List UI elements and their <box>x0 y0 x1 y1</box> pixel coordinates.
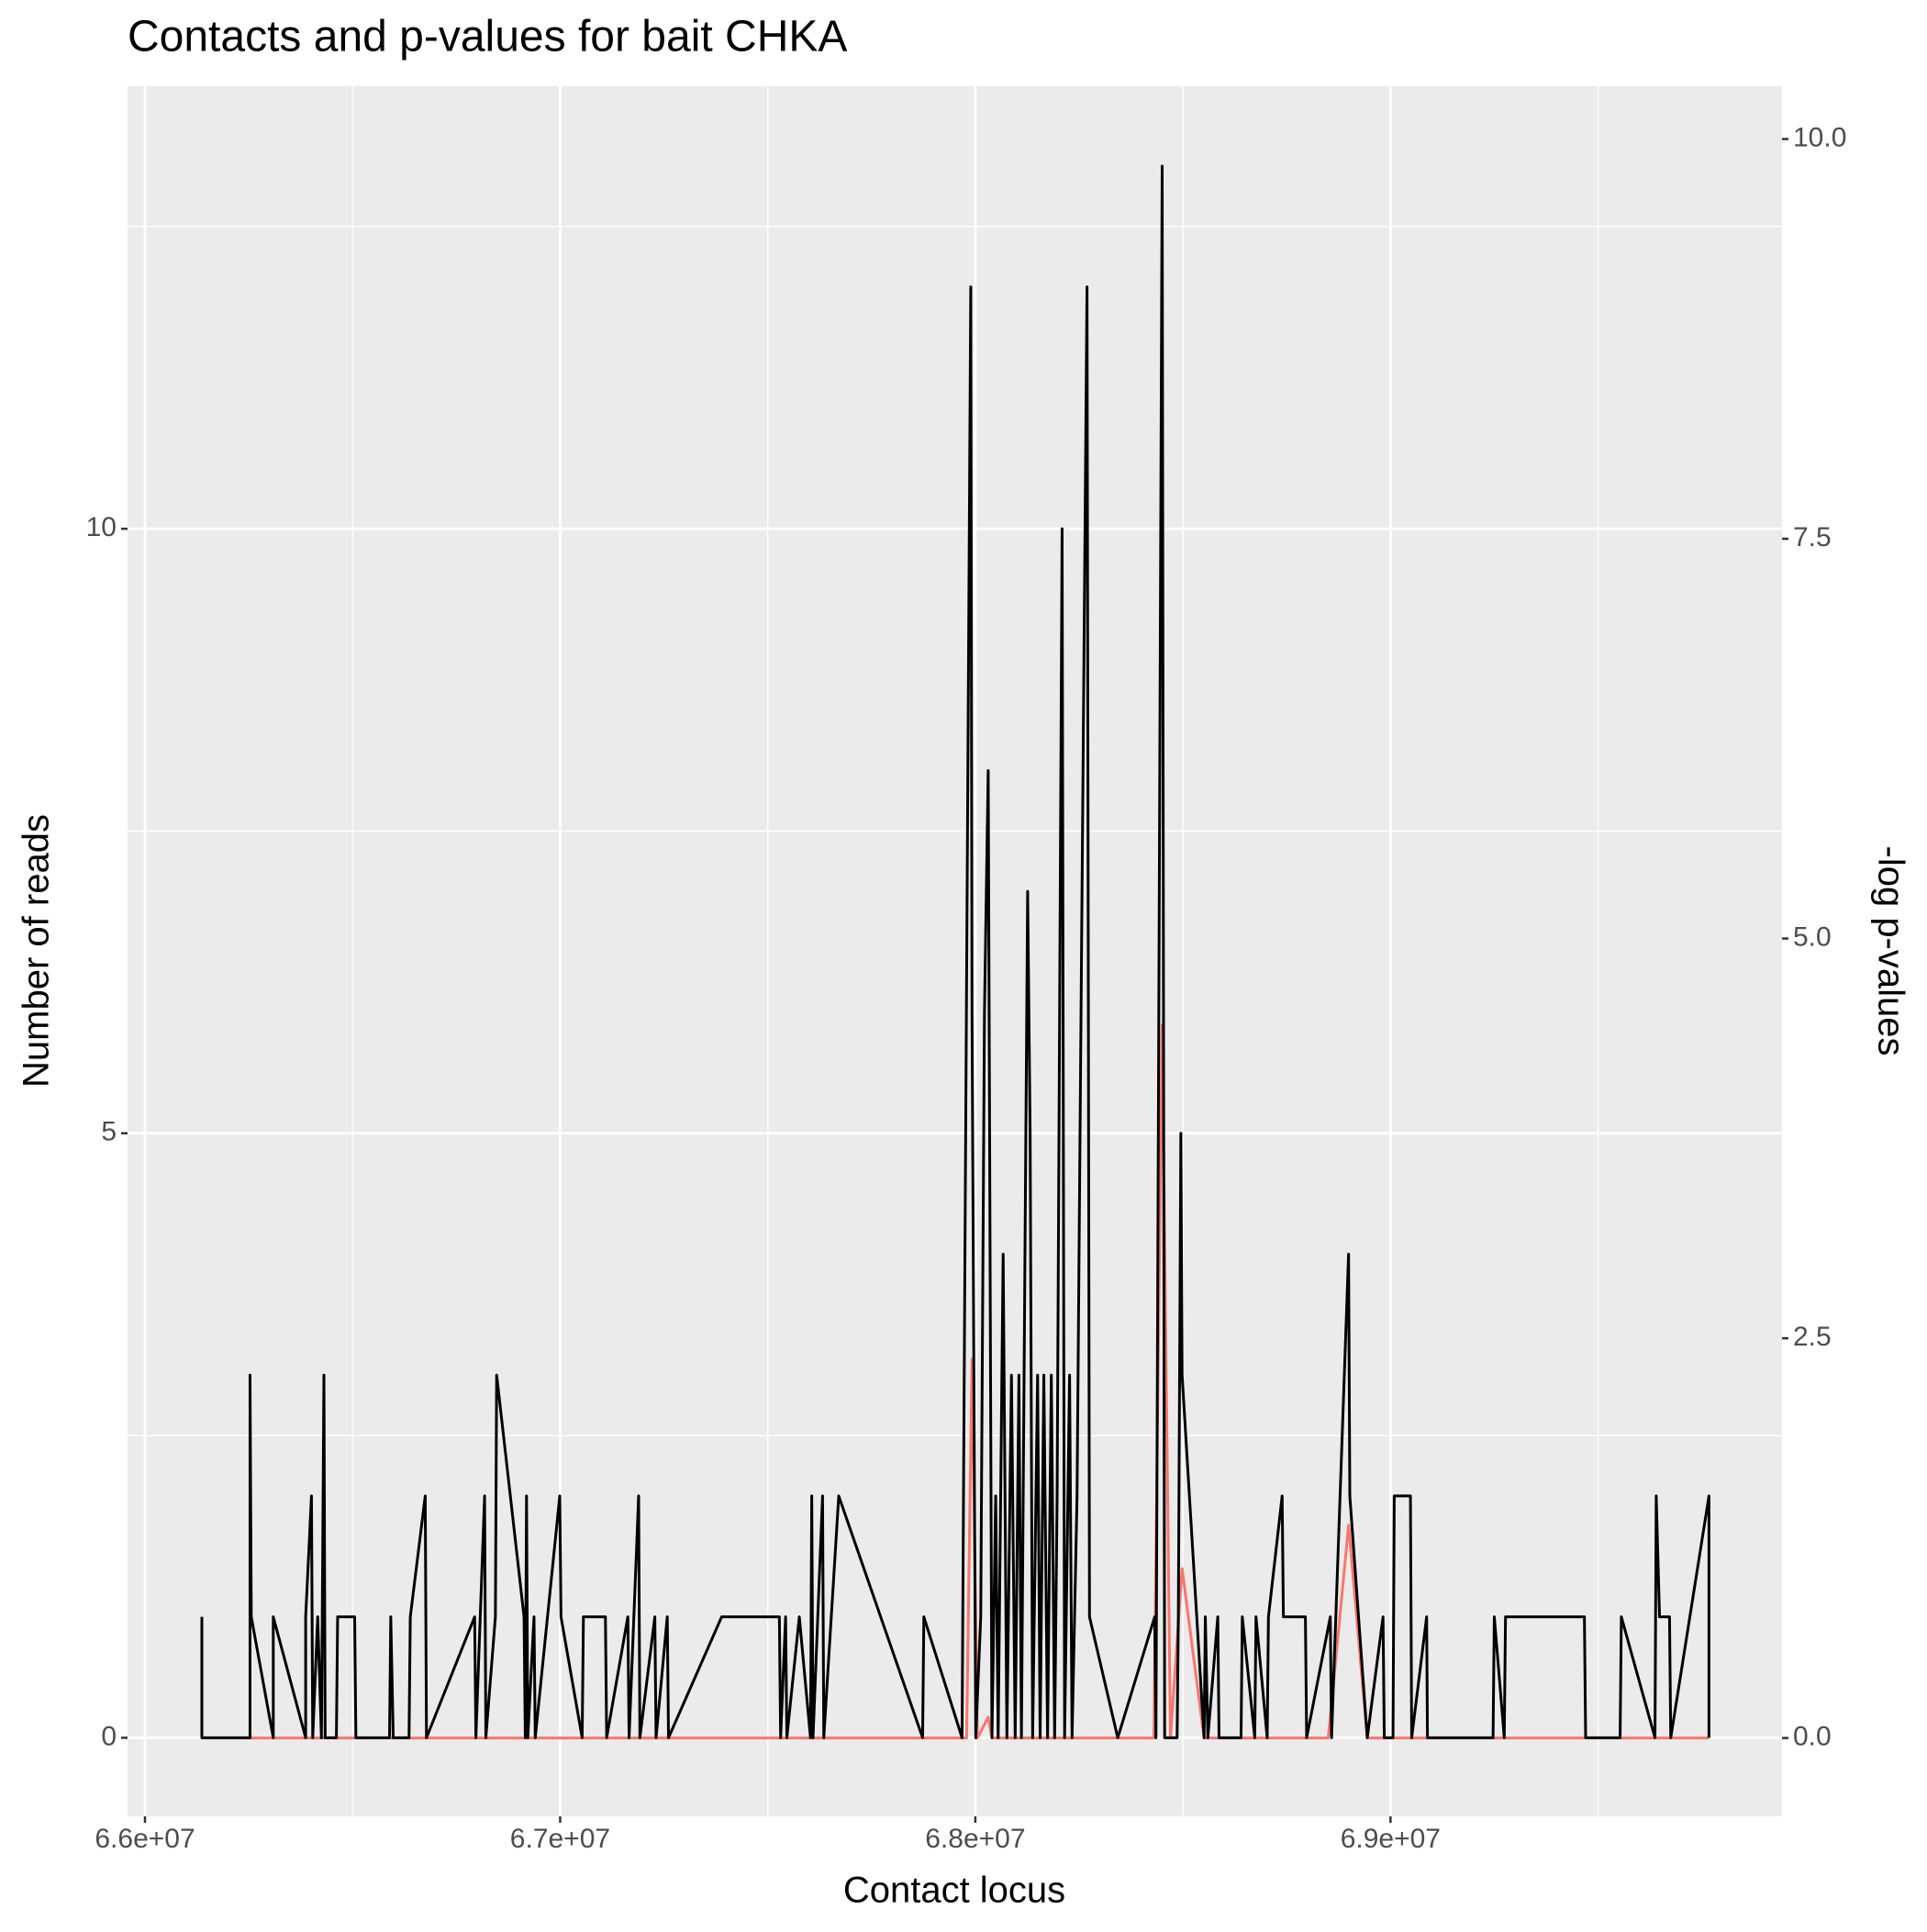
plot-background <box>128 86 1782 1816</box>
x-tick-label: 6.7e+07 <box>510 1824 610 1854</box>
y2-tick-label: 5.0 <box>1793 921 1832 952</box>
x-tick-label: 6.9e+07 <box>1341 1824 1441 1854</box>
chart-title: Contacts and p-values for bait CHKA <box>128 13 847 61</box>
y-tick-label: 0 <box>101 1721 117 1751</box>
y2-tick-label: 10.0 <box>1793 122 1846 152</box>
y-tick-label: 10 <box>86 512 117 542</box>
data-line <box>200 164 1710 1739</box>
x-tick-label: 6.8e+07 <box>925 1824 1025 1854</box>
y2-axis-title: -log p-values <box>1870 845 1910 1055</box>
x-axis-title: Contact locus <box>843 1871 1065 1911</box>
y-axis-title: Number of reads <box>17 814 57 1088</box>
y-tick-label: 5 <box>101 1117 117 1147</box>
x-tick-label: 6.6e+07 <box>95 1824 195 1854</box>
y2-tick-label: 7.5 <box>1793 522 1832 553</box>
y2-tick-label: 0.0 <box>1793 1722 1832 1752</box>
y2-tick-label: 2.5 <box>1793 1322 1832 1352</box>
